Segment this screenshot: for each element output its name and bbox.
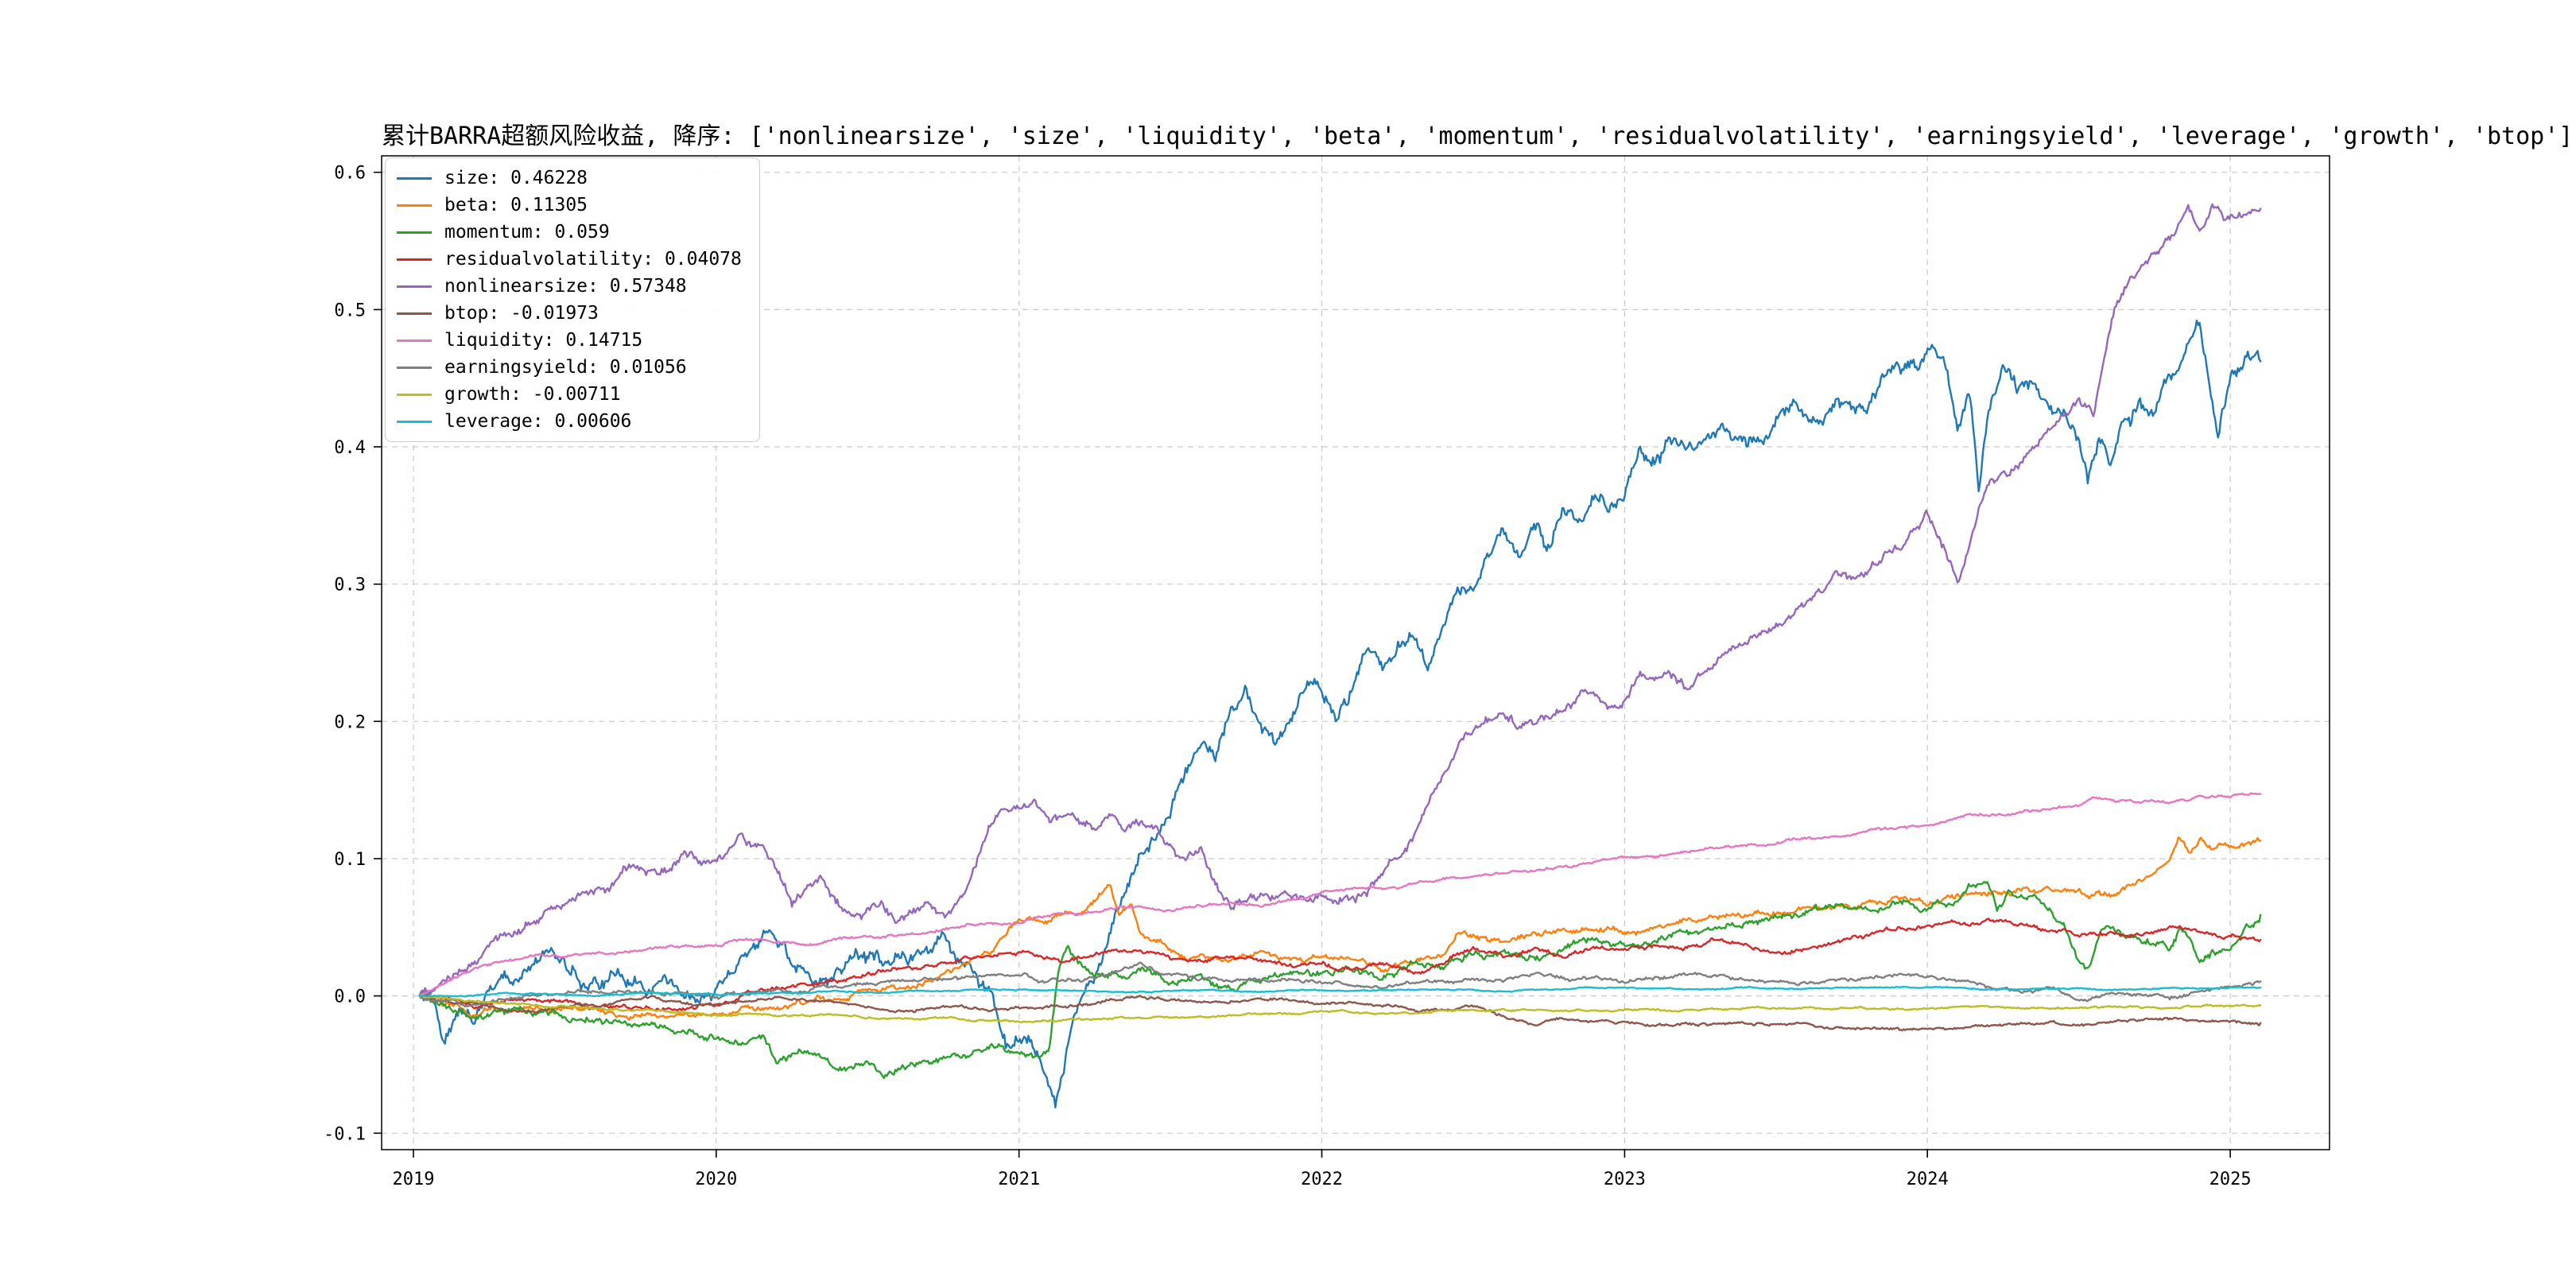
series-line-liquidity (418, 792, 2262, 997)
legend-item-leverage: leverage: 0.00606 (397, 408, 742, 435)
legend-line-sample-residualvolatility (397, 258, 432, 261)
x-tick-label: 2025 (2209, 1170, 2252, 1189)
legend-label-liquidity: liquidity: 0.14715 (444, 329, 643, 351)
legend-label-btop: btop: -0.01973 (444, 302, 599, 324)
x-tick-label: 2021 (998, 1170, 1040, 1189)
legend-item-growth: growth: -0.00711 (397, 381, 742, 408)
legend-item-earningsyield: earningsyield: 0.01056 (397, 354, 742, 381)
legend-item-btop: btop: -0.01973 (397, 300, 742, 327)
legend-label-growth: growth: -0.00711 (444, 383, 621, 405)
y-tick-label: 0.6 (334, 164, 366, 184)
y-tick-label: 0.3 (334, 576, 366, 596)
x-tick-label: 2019 (393, 1170, 435, 1189)
legend-item-nonlinearsize: nonlinearsize: 0.57348 (397, 273, 742, 300)
series-line-earningsyield (418, 961, 2262, 1007)
grid-lines (382, 156, 2330, 1150)
y-tick-label: 0.0 (334, 987, 366, 1007)
y-tick-label: 0.5 (334, 301, 366, 320)
legend-line-sample-momentum (397, 231, 432, 234)
legend-line-sample-leverage (397, 420, 432, 423)
y-tick-label: 0.4 (334, 438, 366, 458)
legend-line-sample-growth (397, 393, 432, 396)
x-tick-label: 2022 (1301, 1170, 1343, 1189)
y-tick-label: -0.1 (324, 1124, 366, 1144)
y-tick-label: 0.2 (334, 712, 366, 732)
legend-line-sample-liquidity (397, 339, 432, 342)
legend-label-leverage: leverage: 0.00606 (444, 410, 632, 432)
series-line-growth (418, 995, 2262, 1024)
series-line-leverage (418, 985, 2262, 998)
legend-box: size: 0.46228 beta: 0.11305 momentum: 0.05… (385, 157, 760, 442)
series-line-btop (418, 995, 2262, 1032)
legend-label-nonlinearsize: nonlinearsize: 0.57348 (444, 275, 687, 297)
legend-item-momentum: momentum: 0.059 (397, 219, 742, 246)
legend-label-residualvolatility: residualvolatility: 0.04078 (444, 248, 742, 270)
legend-label-size: size: 0.46228 (444, 167, 588, 188)
series-line-size (418, 320, 2262, 1109)
x-tick-label: 2024 (1907, 1170, 1949, 1189)
legend-item-residualvolatility: residualvolatility: 0.04078 (397, 246, 742, 273)
legend-item-liquidity: liquidity: 0.14715 (397, 327, 742, 354)
legend-line-sample-size (397, 177, 432, 180)
legend-label-beta: beta: 0.11305 (444, 194, 588, 215)
series-line-momentum (418, 880, 2262, 1080)
legend-line-sample-beta (397, 204, 432, 207)
x-tick-label: 2020 (695, 1170, 737, 1189)
axes: 2019 2020 2021 2022 2023 2024 2025 -0.1 0.0 0.1 0.… (324, 155, 2330, 1189)
chart-title: 累计BARRA超额风险收益, 降序: ['nonlinearsize', 'si… (382, 122, 2574, 150)
series-line-residualvolatility (418, 918, 2262, 1012)
legend-line-sample-btop (397, 312, 432, 315)
series-line-beta (418, 836, 2262, 1021)
series-line-nonlinearsize (418, 203, 2262, 997)
legend-line-sample-nonlinearsize (397, 285, 432, 288)
legend-label-earningsyield: earningsyield: 0.01056 (444, 356, 687, 378)
y-tick-label: 0.1 (334, 850, 366, 870)
x-tick-label: 2023 (1604, 1170, 1646, 1189)
series-lines (418, 203, 2262, 1109)
legend-label-momentum: momentum: 0.059 (444, 221, 610, 242)
legend-item-size: size: 0.46228 (397, 165, 742, 192)
plot-border (381, 155, 2330, 1150)
legend-item-beta: beta: 0.11305 (397, 192, 742, 219)
legend-line-sample-earningsyield (397, 366, 432, 369)
